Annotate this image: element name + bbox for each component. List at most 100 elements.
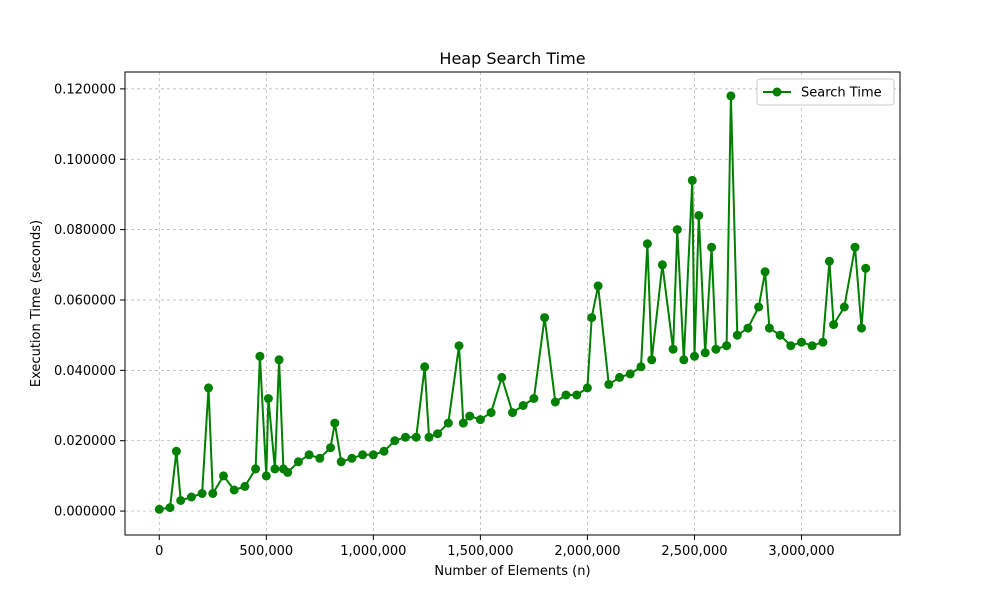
- data-point: [625, 369, 635, 379]
- data-point: [255, 351, 265, 361]
- data-point: [529, 394, 539, 403]
- data-point: [240, 481, 250, 491]
- y-axis-label: Execution Time (seconds): [29, 220, 44, 387]
- data-point: [700, 348, 710, 358]
- data-point: [508, 408, 517, 418]
- data-point: [454, 341, 464, 351]
- legend-box: [756, 78, 895, 106]
- data-point: [283, 467, 293, 477]
- data-point: [690, 351, 699, 361]
- data-point: [754, 302, 764, 312]
- data-point: [582, 383, 592, 393]
- data-point: [315, 453, 325, 463]
- data-point: [379, 446, 389, 456]
- data-point: [694, 211, 704, 220]
- data-point: [657, 260, 667, 270]
- data-point: [219, 471, 228, 481]
- data-point: [229, 485, 239, 495]
- data-point: [824, 256, 834, 266]
- data-point: [390, 436, 400, 446]
- data-point: [433, 429, 443, 439]
- legend-label: Search Time: [801, 86, 882, 101]
- legend: Search Time: [756, 78, 895, 106]
- data-point: [304, 450, 314, 460]
- series-layer: [154, 91, 871, 514]
- x-tick-label: 500,000: [239, 544, 293, 559]
- data-point: [411, 432, 421, 442]
- y-tick-label: 0.020000: [54, 434, 116, 449]
- data-point: [861, 263, 871, 273]
- data-point: [401, 432, 410, 442]
- x-tick-label: 1,500,000: [447, 544, 513, 559]
- data-point: [711, 344, 721, 354]
- data-point: [368, 450, 378, 460]
- data-point: [672, 225, 682, 235]
- data-point: [458, 418, 468, 428]
- x-tick-label: 1,000,000: [340, 544, 406, 559]
- data-point: [726, 91, 736, 101]
- data-point: [424, 432, 434, 442]
- data-point: [636, 362, 646, 372]
- data-point: [261, 471, 271, 481]
- y-tick-label: 0.080000: [54, 223, 116, 238]
- data-point: [518, 401, 528, 410]
- data-point: [764, 323, 774, 333]
- data-point: [850, 242, 860, 252]
- data-point: [270, 464, 280, 474]
- data-point: [604, 379, 614, 389]
- data-point: [330, 418, 340, 428]
- data-point: [775, 330, 785, 340]
- data-point: [593, 281, 603, 291]
- data-point: [154, 504, 164, 514]
- data-point: [839, 302, 849, 312]
- data-point: [186, 492, 196, 502]
- data-point: [668, 344, 678, 354]
- data-point: [475, 415, 485, 425]
- data-point: [797, 337, 806, 347]
- data-point: [274, 355, 284, 365]
- y-tick-label: 0.060000: [54, 293, 116, 308]
- data-point: [197, 489, 207, 498]
- chart-title: Heap Search Time: [439, 49, 585, 68]
- x-tick-label: 2,000,000: [554, 544, 620, 559]
- data-point: [829, 320, 839, 330]
- data-point: [165, 503, 175, 513]
- y-tick-label: 0.100000: [54, 153, 116, 168]
- data-point: [251, 464, 261, 474]
- data-point: [679, 355, 689, 365]
- data-point: [561, 390, 571, 400]
- data-point: [497, 372, 507, 382]
- data-point: [420, 362, 430, 372]
- y-tick-label: 0.120000: [54, 82, 116, 97]
- data-point: [647, 355, 657, 365]
- legend-marker: [772, 87, 782, 97]
- data-point: [550, 397, 560, 407]
- data-point: [615, 372, 624, 382]
- data-point: [176, 496, 186, 505]
- data-point: [722, 341, 732, 351]
- data-point: [807, 341, 817, 351]
- data-point: [818, 337, 828, 347]
- data-point: [465, 411, 475, 421]
- data-point: [732, 330, 742, 340]
- data-point: [263, 394, 273, 403]
- data-point: [486, 408, 496, 418]
- x-axis-label: Number of Elements (n): [434, 564, 590, 579]
- y-tick-label: 0.040000: [54, 364, 116, 379]
- data-point: [642, 239, 652, 249]
- x-tick-label: 3,000,000: [768, 544, 834, 559]
- x-tick-label: 2,500,000: [661, 544, 727, 559]
- data-point: [293, 457, 303, 467]
- data-point: [707, 242, 717, 252]
- data-point: [204, 383, 213, 393]
- data-point: [347, 453, 357, 463]
- data-point: [572, 390, 582, 400]
- data-point: [326, 443, 335, 453]
- data-point: [358, 450, 368, 460]
- data-point: [208, 489, 218, 498]
- data-point: [743, 323, 753, 333]
- data-point: [687, 175, 697, 185]
- ticks: 0 500,000 1,000,000 1,500,000 2,000,000 2,500…: [54, 82, 835, 559]
- x-tick-label: 0: [155, 544, 163, 559]
